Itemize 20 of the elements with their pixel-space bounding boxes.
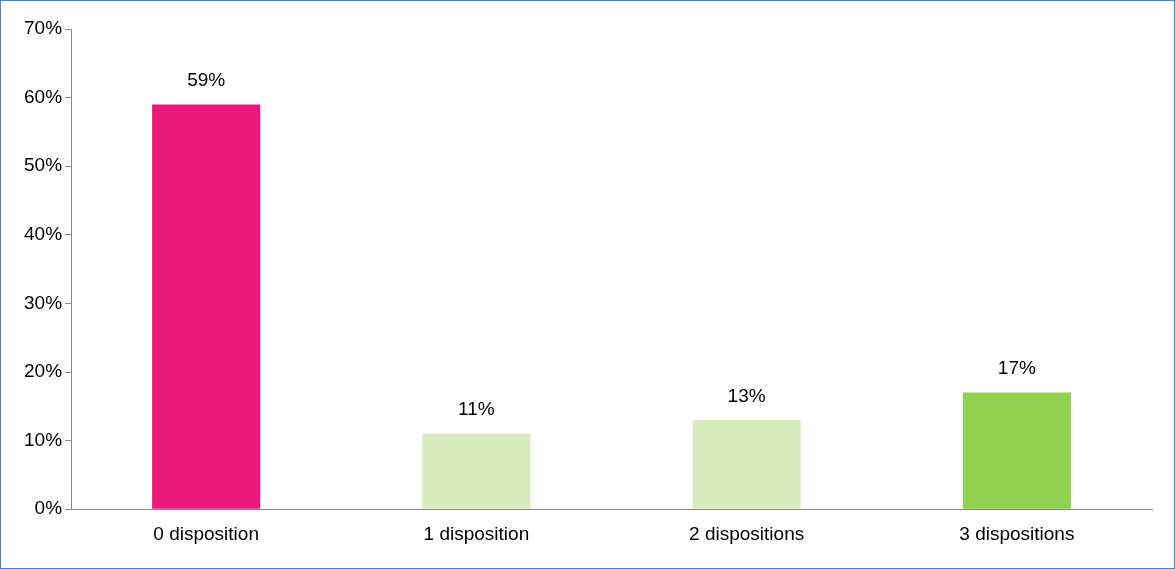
x-tick-label: 3 dispositions	[959, 522, 1075, 544]
y-tick-label: 40%	[24, 223, 63, 245]
x-tick-label: 2 dispositions	[689, 522, 805, 544]
y-tick-label: 70%	[24, 17, 63, 39]
bar	[692, 420, 801, 509]
y-tick-label: 20%	[24, 360, 63, 382]
y-tick-label: 0%	[34, 497, 63, 519]
data-label: 11%	[458, 398, 495, 420]
y-tick-label: 30%	[24, 291, 63, 313]
bar	[152, 104, 261, 509]
bar	[422, 433, 531, 509]
y-tick-label: 10%	[24, 428, 63, 450]
data-label: 59%	[187, 69, 226, 91]
bar	[962, 392, 1071, 509]
x-tick-label: 0 disposition	[153, 522, 259, 544]
y-tick-label: 50%	[24, 154, 63, 176]
data-label: 13%	[727, 384, 766, 406]
data-label: 17%	[997, 357, 1036, 379]
y-tick-label: 60%	[24, 85, 63, 107]
x-tick-label: 1 disposition	[423, 522, 530, 544]
